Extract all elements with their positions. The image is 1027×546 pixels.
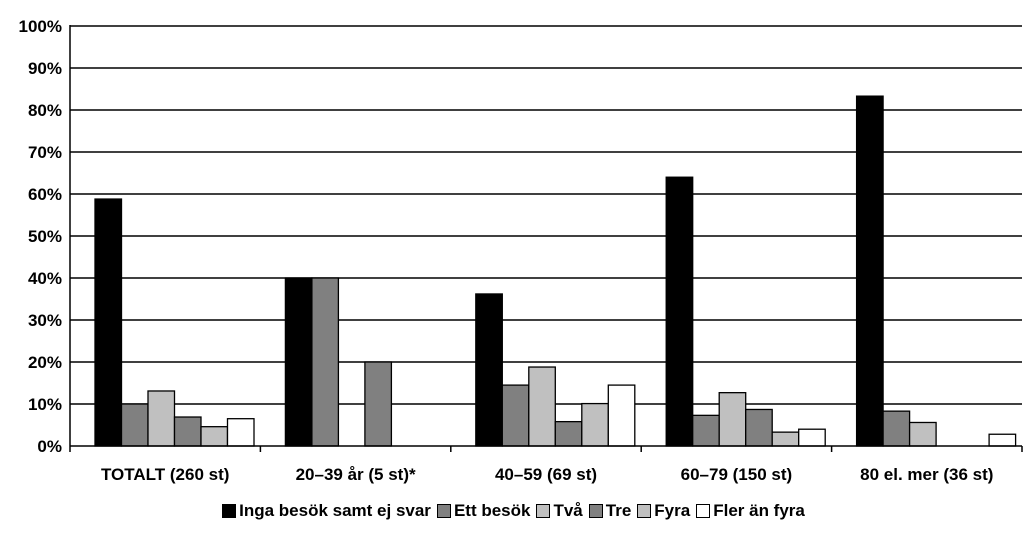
bar-3-3 [528,366,556,447]
bar-2-4 [692,414,720,447]
legend-item: Två [536,501,583,521]
legend-label: Fler än fyra [713,501,805,520]
bar-2-2 [311,277,340,447]
legend-label: Ett besök [453,501,531,520]
legend-swatch [588,504,603,518]
bar-1-3 [475,293,503,447]
legend-label: Inga besök samt ej svar [239,501,431,520]
x-category-label: 20–39 år (5 st)* [296,465,416,484]
bar-1-1 [94,198,123,447]
y-tick-label: 90% [28,59,62,78]
legend-item: Fler än fyra [696,501,805,521]
legend-swatch [222,504,237,518]
bar-4-2 [364,361,393,447]
y-tick-label: 20% [28,353,62,372]
x-category-label: 80 el. mer (36 st) [860,465,993,484]
bar-1-4 [665,176,694,447]
y-tick-label: 60% [28,185,62,204]
y-tick-label: 30% [28,311,62,330]
x-category-label: 60–79 (150 st) [681,465,793,484]
x-category-label: 40–59 (69 st) [495,465,597,484]
legend-label: Tre [605,501,632,520]
bar-5-4 [771,431,800,447]
bar-1-2 [284,277,313,447]
legend-label: Fyra [654,501,691,520]
bar-3-4 [718,392,747,447]
legend-item: Tre [588,501,632,521]
legend-swatch [436,504,451,518]
legend-swatch [696,504,711,518]
bar-2-5 [882,410,911,447]
legend-item: Fyra [637,501,690,521]
bar-5-1 [200,426,229,447]
y-tick-label: 50% [28,227,62,246]
bar-3-1 [147,390,176,447]
bar-5-3 [581,402,609,447]
bar-6-4 [798,428,826,447]
bar-6-5 [988,433,1017,447]
bar-1-5 [855,95,884,447]
bar-chart: 0% 10% 20% 30% 40% 50% 60% 70% 80% 90% 100% TOTALT … [19,17,1023,484]
bar-4-4 [745,408,773,447]
y-tick-label: 0% [37,437,62,456]
bar-2-3 [501,384,530,447]
legend-swatch [637,504,652,518]
bar-3-5 [908,421,937,447]
bar-6-1 [226,418,255,447]
bar-6-3 [607,384,636,447]
y-tick-label: 40% [28,269,62,288]
bar-4-1 [173,416,202,447]
y-tick-label: 70% [28,143,62,162]
y-tick-label: 80% [28,101,62,120]
y-tick-label: 100% [19,17,62,36]
legend-item: Inga besök samt ej svar [222,501,431,521]
bar-2-1 [120,403,149,447]
x-category-label: TOTALT (260 st) [101,465,229,484]
legend-label: Två [553,501,583,520]
bar-4-3 [554,420,583,447]
y-tick-label: 10% [28,395,62,414]
legend-item: Ett besök [436,501,531,521]
legend-swatch [536,504,551,518]
legend: Inga besök samt ej svar Ett besök Två Tre Fy… [0,501,1027,521]
